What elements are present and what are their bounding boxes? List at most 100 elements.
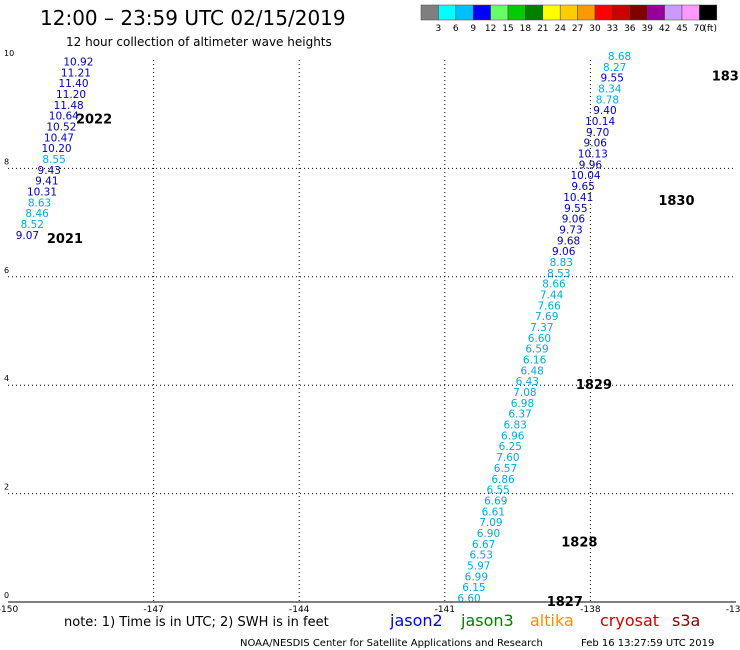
data-point-label: 6.98 (511, 398, 534, 410)
legend-swatch (612, 4, 631, 21)
data-point-label: 7.60 (496, 452, 519, 464)
footer-credit: NOAA/NESDIS Center for Satellite Applica… (240, 638, 543, 649)
legend-label: 45 (676, 24, 687, 34)
legend-swatch (472, 4, 491, 21)
x-tick-label: -138 (580, 605, 601, 615)
legend-label: 39 (641, 24, 653, 34)
data-point-label: 9.70 (586, 127, 609, 139)
data-point-label: 9.06 (562, 214, 586, 226)
data-point-label: 8.52 (21, 219, 44, 231)
footer-timestamp: Feb 16 13:27:59 UTC 2019 (581, 638, 714, 649)
legend-unit: (ft) (703, 24, 717, 34)
data-point-label: 8.55 (42, 154, 65, 166)
data-point-label: 7.37 (530, 322, 553, 334)
data-point-label: 7.08 (513, 387, 536, 399)
legend-swatch (525, 4, 544, 21)
x-tick-label: -135 (726, 605, 740, 615)
data-point-label: 6.43 (516, 376, 539, 388)
legend-label: 36 (624, 24, 636, 34)
legend-swatch (699, 4, 718, 21)
y-tick-label: 2 (4, 483, 9, 492)
data-point-label: 6.15 (462, 582, 485, 594)
data-point-label: 6.59 (525, 344, 548, 356)
legend-label: 15 (502, 24, 513, 34)
satellite-name: cryosat (600, 611, 659, 630)
data-point-label: 8.78 (596, 94, 619, 106)
legend-label: 33 (607, 24, 618, 34)
data-point-label: 6.37 (508, 409, 531, 421)
data-point-label: 9.96 (579, 159, 603, 171)
plot-area: -150-147-144-141-138-13502468109.078.528… (0, 49, 740, 615)
pass-label: 2021 (47, 232, 83, 247)
data-point-label: 9.43 (38, 165, 61, 177)
data-point-label: 8.63 (28, 197, 51, 209)
data-point-label: 10.20 (42, 143, 72, 155)
data-point-label: 9.07 (16, 230, 39, 242)
data-point-label: 9.40 (593, 105, 616, 117)
legend-label: 18 (520, 24, 532, 34)
x-tick-label: -141 (435, 605, 455, 615)
data-point-label: 6.69 (484, 495, 507, 507)
legend-swatch (490, 4, 509, 21)
legend-swatch (420, 4, 439, 21)
legend-label: 70 (694, 24, 706, 34)
pass-label: 1828 (561, 535, 597, 550)
legend-swatch (594, 4, 613, 21)
data-point-label: 8.53 (547, 268, 570, 280)
data-point-label: 8.83 (550, 257, 573, 269)
chart-subtitle: 12 hour collection of altimeter wave hei… (66, 35, 332, 49)
legend-swatch (542, 4, 561, 21)
data-point-label: 10.52 (46, 121, 76, 133)
data-point-label: 8.68 (608, 51, 631, 63)
x-tick-label: -147 (143, 605, 163, 615)
data-point-label: 7.69 (535, 311, 558, 323)
data-point-label: 6.96 (501, 430, 525, 442)
data-point-label: 6.99 (465, 571, 488, 583)
legend-label: 42 (659, 24, 670, 34)
data-point-label: 5.97 (467, 560, 490, 572)
pass-label: 2022 (76, 113, 112, 128)
data-point-label: 9.06 (552, 246, 576, 258)
satellite-name: jason3 (460, 611, 514, 630)
data-point-label: 6.60 (528, 333, 551, 345)
data-point-label: 9.65 (571, 181, 594, 193)
legend-swatch (438, 4, 457, 21)
legend-label: 30 (589, 24, 601, 34)
satellite-name: s3a (672, 611, 700, 630)
pass-label: 1827 (547, 595, 583, 610)
data-point-label: 9.55 (601, 73, 624, 85)
legend-label: 3 (436, 24, 442, 34)
data-point-label: 8.46 (25, 208, 49, 220)
footer-note: note: 1) Time is in UTC; 2) SWH is in fe… (64, 615, 329, 630)
data-point-label: 10.31 (27, 187, 57, 199)
legend-swatch (681, 4, 700, 21)
data-point-label: 7.09 (479, 517, 502, 529)
data-point-label: 9.68 (557, 235, 580, 247)
y-tick-label: 0 (4, 591, 9, 600)
x-tick-label: -144 (289, 605, 310, 615)
data-point-label: 6.16 (523, 355, 547, 367)
data-point-label: 6.90 (477, 528, 500, 540)
color-legend: 3 6 9 12 15 18 21 24 27 30 33 36 39 42 45 70(ft) (420, 4, 718, 34)
legend-swatch (455, 4, 474, 21)
legend-label: 21 (537, 24, 548, 34)
data-point-label: 6.48 (520, 365, 543, 377)
data-point-label: 10.04 (571, 170, 601, 182)
pass-label: 1830 (658, 194, 694, 209)
y-tick-label: 6 (4, 266, 9, 275)
legend-label: 27 (572, 24, 583, 34)
y-tick-label: 10 (4, 49, 14, 58)
data-point-label: 8.27 (603, 62, 626, 74)
legend-swatch (577, 4, 596, 21)
data-point-label: 11.40 (58, 78, 88, 90)
satellite-name: altika (530, 611, 574, 630)
data-point-label: 10.92 (63, 56, 93, 68)
legend-label: 12 (485, 24, 496, 34)
data-point-label: 10.47 (44, 132, 74, 144)
data-point-label: 11.21 (61, 67, 91, 79)
legend-label: 24 (554, 24, 566, 34)
chart-title: 12:00 – 23:59 UTC 02/15/2019 (40, 6, 346, 30)
data-point-label: 6.61 (482, 506, 505, 518)
